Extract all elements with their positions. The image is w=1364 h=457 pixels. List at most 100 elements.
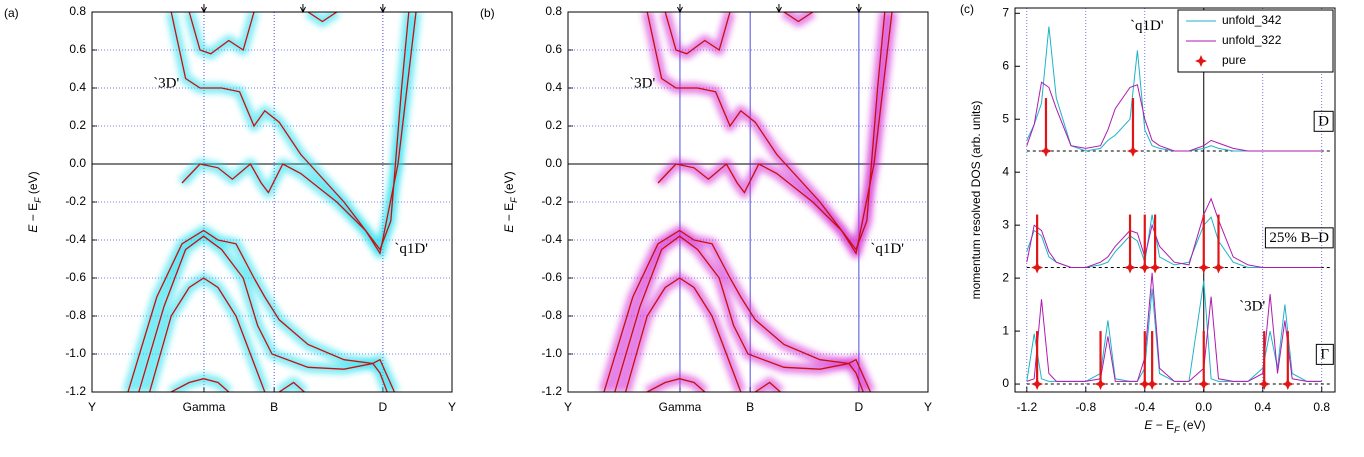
y-tick-label: -1.0 — [65, 346, 86, 360]
x-tick-label: 0.4 — [1254, 400, 1271, 414]
x-tick-label: -1.2 — [1016, 400, 1037, 414]
x-tick-label: Y — [564, 400, 572, 414]
y-tick-label: -0.2 — [541, 194, 562, 208]
annotation: `3D' — [1239, 299, 1265, 315]
band-line — [188, 12, 255, 55]
y-tick-label: 0.0 — [69, 156, 86, 170]
pure-marker — [1039, 145, 1052, 158]
axis-label-part: F — [33, 197, 43, 203]
band-line — [646, 378, 706, 392]
group-label: Γ — [1320, 346, 1329, 362]
band-glow — [644, 373, 709, 392]
plot-frame — [1014, 7, 1336, 393]
x-tick-label: 0.0 — [1195, 400, 1212, 414]
y-tick-label: -0.6 — [65, 270, 86, 284]
y-tick-label: 0.0 — [545, 156, 562, 170]
x-tick-label: D — [855, 400, 864, 414]
pure-marker — [1031, 261, 1044, 274]
k-marker — [300, 4, 306, 14]
band-glow — [780, 12, 816, 27]
band-line — [181, 12, 417, 256]
y-tick-label: 3 — [1002, 217, 1009, 231]
k-marker — [776, 4, 782, 14]
group-label: D — [1318, 113, 1329, 129]
group-label-box — [1264, 227, 1334, 249]
y-tick-label: 0.4 — [545, 80, 562, 94]
plot-frame — [91, 11, 453, 393]
band-line — [127, 229, 395, 392]
panel-label: (b) — [480, 6, 495, 20]
k-marker — [379, 4, 386, 14]
annotation: `3D' — [629, 76, 655, 92]
pure-marker — [1031, 378, 1044, 391]
legend-label: unfold_322 — [1222, 33, 1282, 47]
pure-marker — [1281, 378, 1294, 391]
pure-marker — [1124, 261, 1137, 274]
dos-line — [1026, 197, 1322, 268]
band-layer — [603, 12, 893, 392]
axis-label: E − EF (eV) — [502, 171, 519, 232]
band-line — [624, 277, 742, 392]
y-tick-label: 1 — [1002, 323, 1009, 337]
legend-label: pure — [1222, 53, 1246, 67]
axis-label: momentum resolved DOS (arb. units) — [969, 101, 983, 300]
y-tick-label: -1.2 — [541, 384, 562, 398]
y-tick-label: 4 — [1002, 164, 1009, 178]
x-tick-label: Y — [924, 400, 932, 414]
band-line — [307, 12, 338, 23]
y-tick-label: 0.2 — [69, 118, 86, 132]
band-line — [664, 12, 731, 55]
pure-marker — [1094, 378, 1107, 391]
k-marker — [677, 4, 683, 14]
y-tick-label: -0.8 — [541, 308, 562, 322]
axis-label-part: E — [1144, 418, 1153, 432]
axis-label-part: − E — [1152, 418, 1174, 432]
x-tick-label: Y — [448, 400, 456, 414]
band-line — [646, 12, 886, 251]
plot-frame — [567, 11, 929, 393]
axis-label: E − EF (eV) — [26, 171, 43, 232]
axis-label: E − EF (eV) — [1144, 418, 1205, 435]
band-line — [783, 12, 814, 23]
y-tick-label: 0.2 — [545, 118, 562, 132]
band-line — [603, 229, 871, 392]
x-tick-label: D — [379, 400, 388, 414]
y-tick-label: 0 — [1002, 376, 1009, 390]
band-line — [657, 12, 893, 256]
panel-label: (a) — [4, 6, 19, 20]
band-layer — [127, 12, 417, 392]
x-tick-label: Gamma — [659, 400, 702, 414]
pure-marker — [1197, 378, 1210, 391]
legend-label: unfold_342 — [1222, 13, 1282, 27]
y-tick-label: 0.6 — [545, 42, 562, 56]
annotation: `3D' — [153, 76, 179, 92]
dos-line — [1026, 81, 1322, 152]
axis-label-part: (eV) — [502, 171, 516, 197]
band-line — [148, 277, 266, 392]
y-tick-label: -1.2 — [65, 384, 86, 398]
pure-marker — [1212, 261, 1225, 274]
annotation: `q1D' — [870, 241, 904, 257]
band-glow — [168, 373, 233, 392]
axis-label-part: E — [502, 224, 516, 233]
pure-marker — [1146, 378, 1159, 391]
dos-line — [1026, 272, 1322, 382]
band-line — [138, 235, 388, 392]
axis-label-part: (eV) — [26, 171, 40, 197]
annotation: `q1D' — [1130, 18, 1164, 34]
y-tick-label: 0.8 — [545, 4, 562, 18]
axis-label-part: E — [26, 224, 40, 233]
pure-marker — [1258, 378, 1271, 391]
y-tick-label: 5 — [1002, 111, 1009, 125]
y-tick-label: 7 — [1002, 5, 1009, 19]
group-label: 25% B–D — [1269, 230, 1329, 246]
legend-swatch — [1195, 55, 1207, 67]
band-line — [614, 235, 864, 392]
band-line — [170, 378, 230, 392]
band-glow — [304, 12, 340, 27]
axis-label-part: F — [509, 197, 519, 203]
k-marker — [855, 4, 862, 14]
y-tick-label: -0.4 — [65, 232, 86, 246]
